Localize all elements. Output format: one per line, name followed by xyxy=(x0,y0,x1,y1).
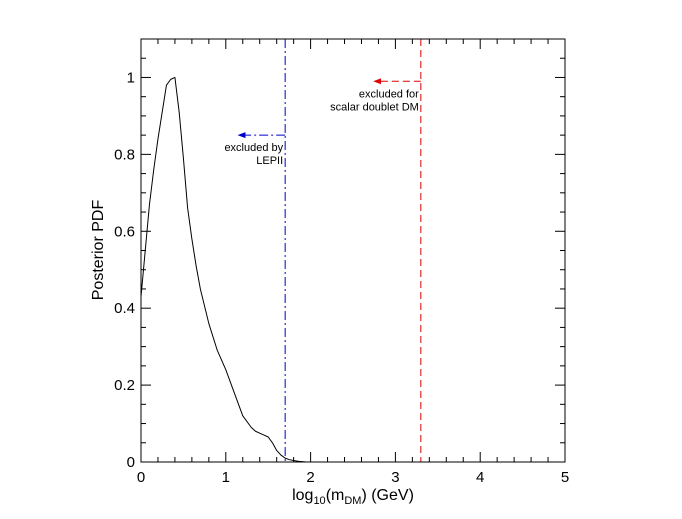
x-tick-label: 4 xyxy=(476,469,484,486)
x-tick-label: 3 xyxy=(391,469,399,486)
data-series xyxy=(140,76,311,463)
lepii-limit-label: excluded by xyxy=(224,142,283,154)
tick-labels: 0 1 2 3 4 5 0 0.2 0.4 0.6 0.8 1 xyxy=(114,69,569,486)
y-tick-label: 0.4 xyxy=(114,300,135,317)
lepii-limit-label: LEPII xyxy=(256,155,283,167)
x-axis-title-sub1: 10 xyxy=(313,495,325,507)
x-tick-label: 2 xyxy=(306,469,314,486)
axis-ticks xyxy=(140,38,566,463)
y-tick-label: 0.6 xyxy=(114,223,135,240)
x-tick-label: 5 xyxy=(561,469,569,486)
plot-frame xyxy=(140,38,566,463)
x-axis-title-tail: ) (GeV) xyxy=(361,487,413,504)
x-axis-title: log10(mDM) (GeV) xyxy=(292,487,414,507)
scalar-doublet-limit-label: excluded for xyxy=(359,88,419,100)
x-tick-label: 1 xyxy=(222,469,230,486)
scalar-doublet-limit-label: scalar doublet DM xyxy=(330,101,419,113)
x-axis-title-mid: (m xyxy=(326,487,345,504)
y-tick-label: 0 xyxy=(127,454,135,471)
posterior-curve xyxy=(140,76,311,463)
x-axis-title-base: log xyxy=(292,487,313,504)
x-axis-title-sub2: DM xyxy=(344,495,361,507)
x-tick-label: 0 xyxy=(137,469,145,486)
y-axis-title: Posterior PDF xyxy=(90,200,107,301)
y-tick-label: 0.8 xyxy=(114,146,135,163)
y-tick-label: 1 xyxy=(127,69,135,86)
y-tick-label: 0.2 xyxy=(114,377,135,394)
